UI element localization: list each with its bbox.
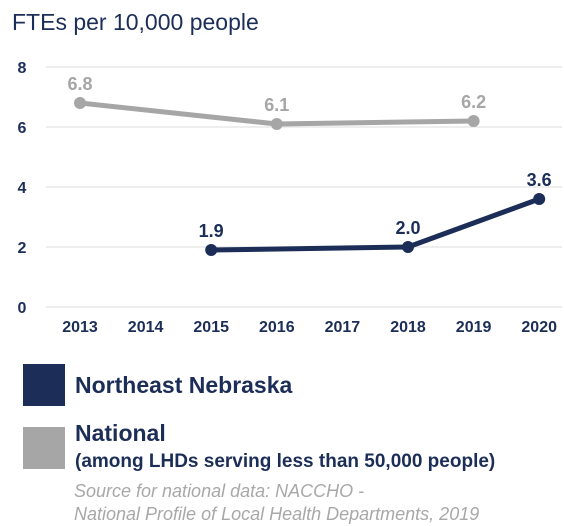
- data-label-northeast-nebraska-2020: 3.6: [527, 170, 552, 190]
- y-tick-label-6: 6: [18, 120, 27, 137]
- data-point-national-2016: [270, 118, 283, 130]
- legend-label-national: National: [75, 420, 166, 446]
- legend-swatch-northeast-nebraska: [23, 364, 65, 406]
- x-tick-label-2013: 2013: [62, 319, 98, 336]
- x-tick-label-2014: 2014: [128, 319, 164, 336]
- source-line-1: Source for national data: NACCHO -: [74, 481, 365, 501]
- x-tick-label-2018: 2018: [390, 319, 426, 336]
- x-axis-ticks: 2013 2014 2015 2016 2017 2018 2019 2020: [62, 319, 557, 336]
- data-label-national-2016: 6.1: [264, 95, 289, 115]
- x-tick-label-2016: 2016: [259, 319, 295, 336]
- source-line-2: National Profile of Local Health Departm…: [74, 504, 480, 524]
- y-axis-ticks: 0 2 4 6 8: [18, 60, 27, 317]
- y-tick-label-4: 4: [18, 180, 27, 197]
- data-point-northeast-nebraska-2015: [205, 244, 218, 256]
- x-tick-label-2015: 2015: [193, 319, 229, 336]
- data-point-national-2013: [74, 97, 86, 109]
- x-tick-label-2019: 2019: [456, 319, 492, 336]
- legend-swatch-national: [23, 427, 65, 469]
- source-note: Source for national data: NACCHO - Natio…: [74, 480, 479, 526]
- data-label-northeast-nebraska-2018: 2.0: [395, 218, 420, 238]
- y-tick-label-0: 0: [18, 300, 27, 317]
- legend-sublabel-national: (among LHDs serving less than 50,000 peo…: [75, 451, 496, 472]
- x-tick-label-2020: 2020: [521, 319, 557, 336]
- data-point-national-2019: [467, 115, 480, 127]
- series-group: 1.9 2.0 3.6 6.8 6.1 6.2: [67, 74, 552, 256]
- y-axis-unit-label: FTEs per 10,000 people: [12, 9, 259, 35]
- legend-label-northeast-nebraska: Northeast Nebraska: [75, 372, 293, 398]
- gridlines: [46, 66, 562, 308]
- series-line-northeast-nebraska: [208, 196, 542, 253]
- y-tick-label-8: 8: [18, 60, 27, 77]
- y-tick-label-2: 2: [18, 240, 27, 257]
- data-point-northeast-nebraska-2018: [402, 241, 414, 253]
- data-label-national-2019: 6.2: [461, 92, 486, 112]
- data-point-northeast-nebraska-2020: [533, 193, 546, 205]
- x-tick-label-2017: 2017: [325, 319, 361, 336]
- data-label-national-2013: 6.8: [67, 74, 92, 94]
- data-label-northeast-nebraska-2015: 1.9: [199, 221, 224, 241]
